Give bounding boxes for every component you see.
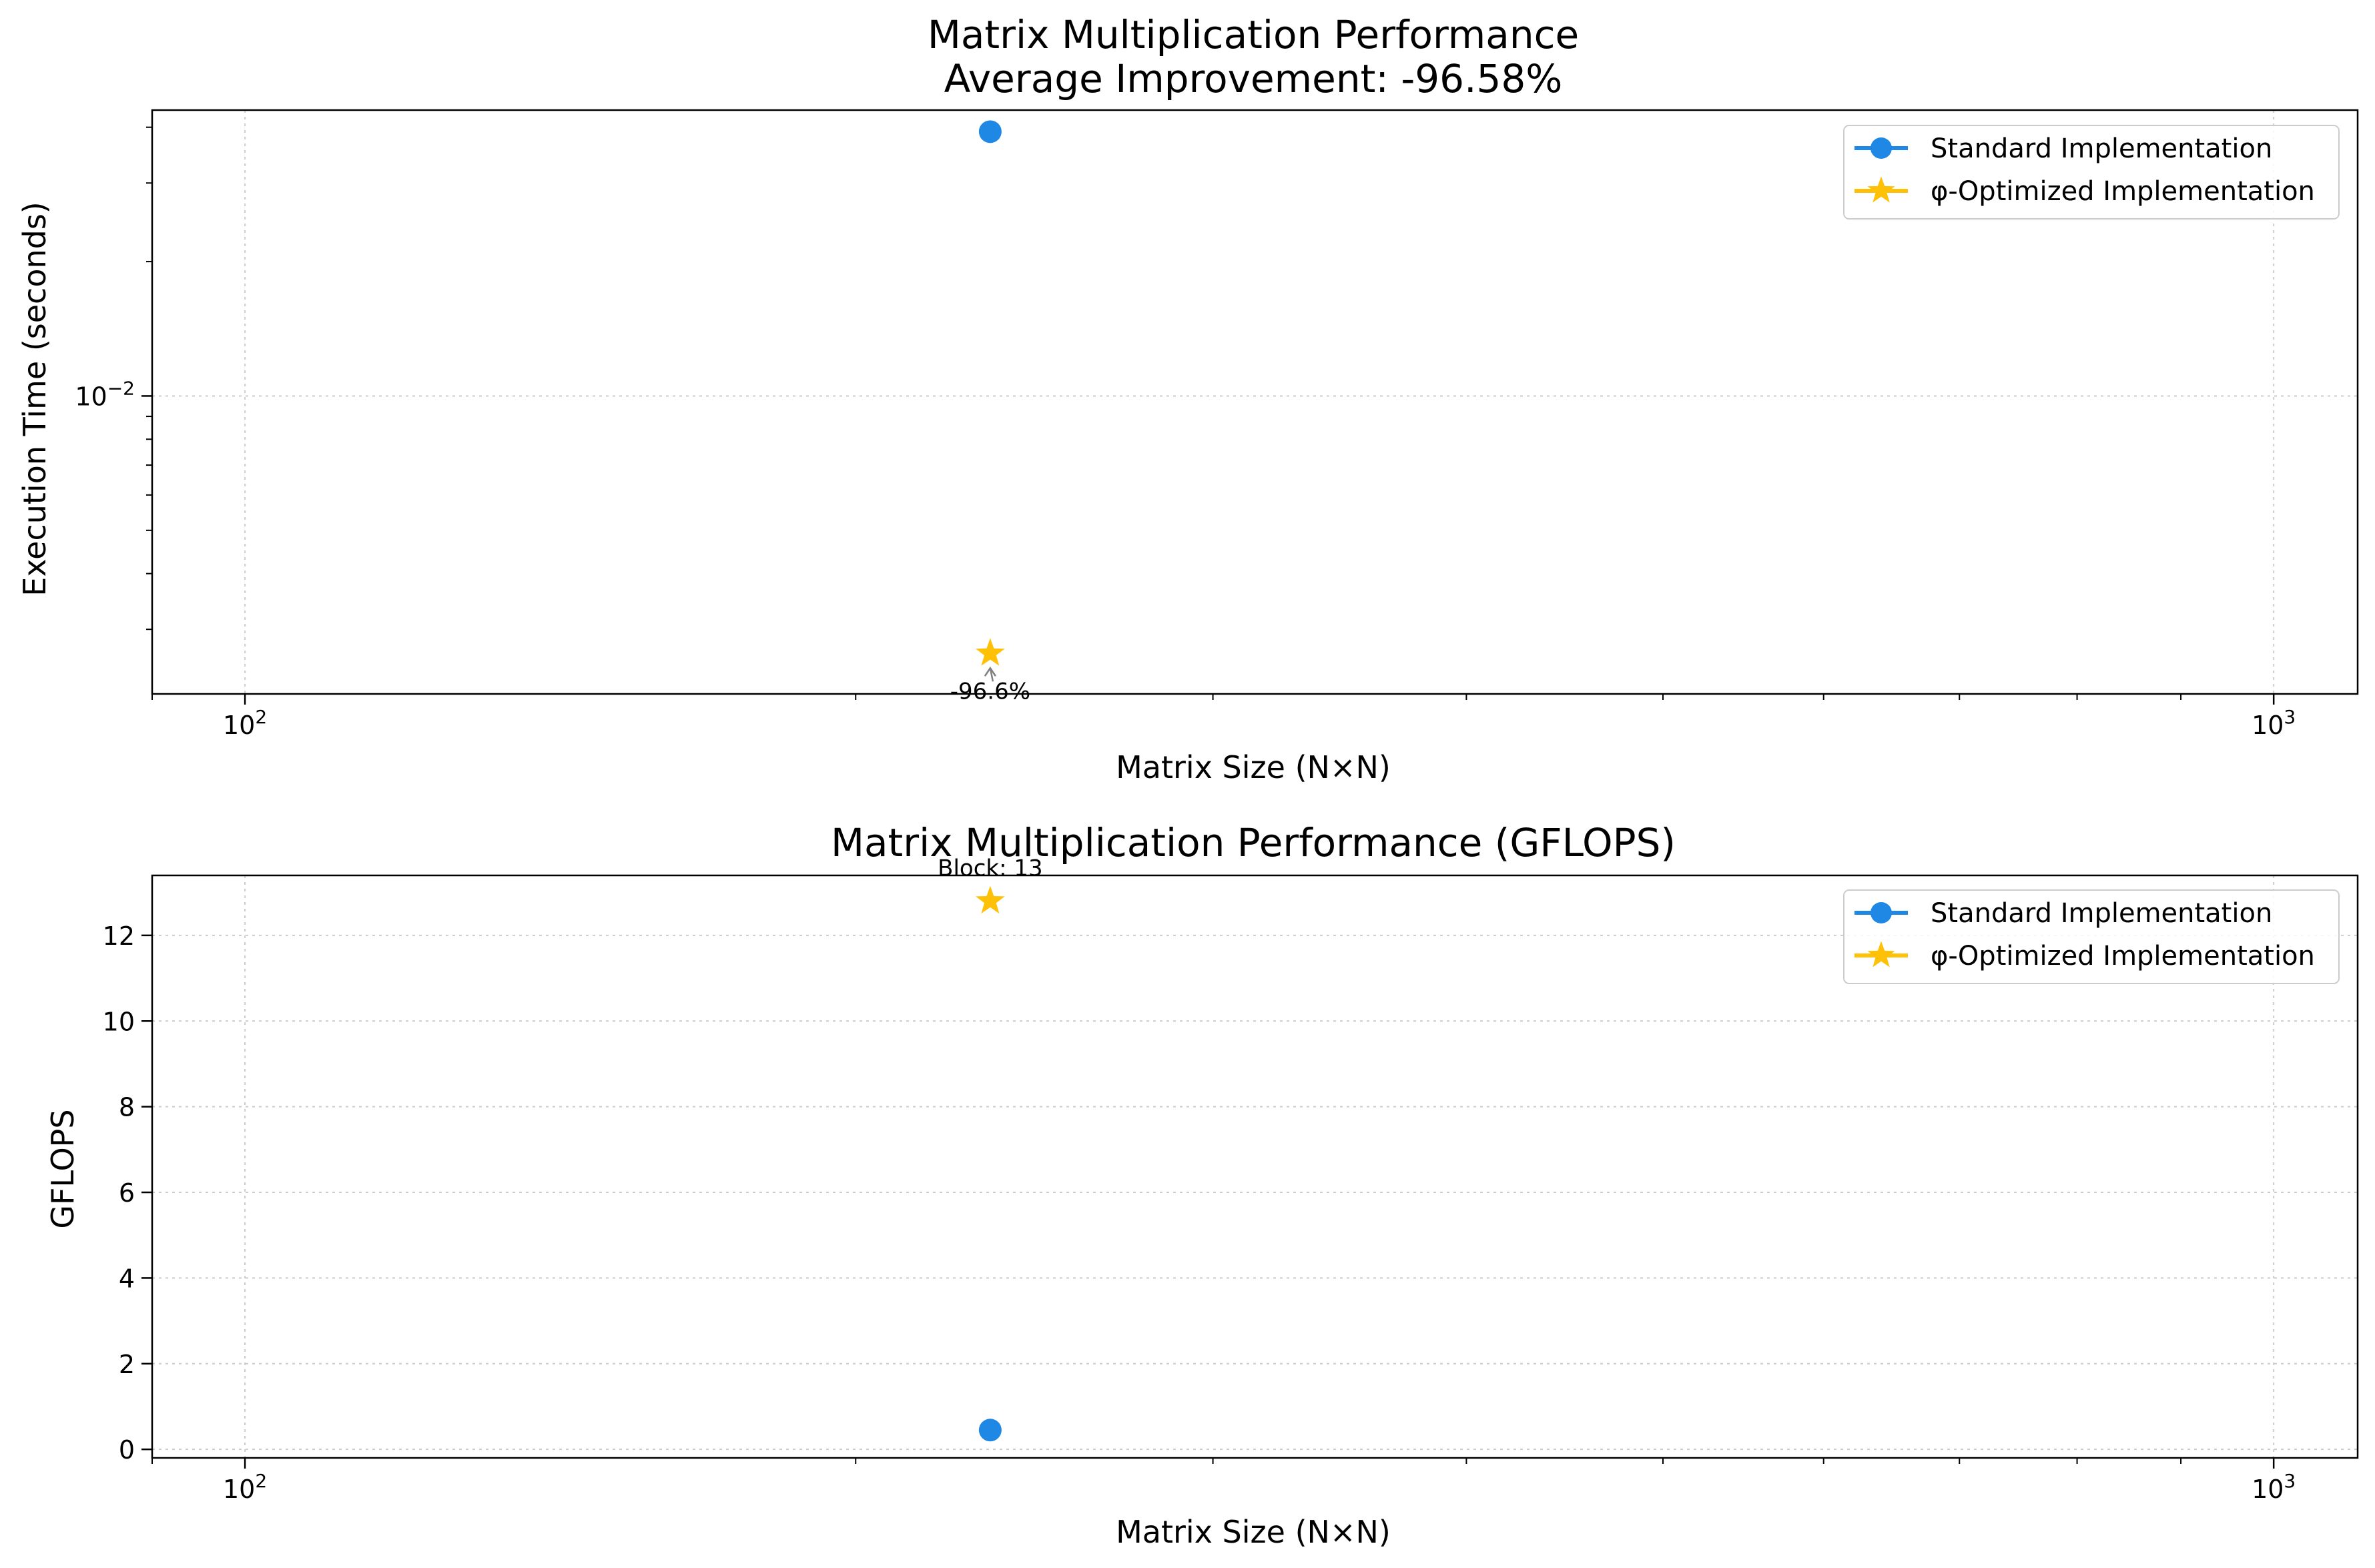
standard-data-point	[978, 1419, 1002, 1442]
chart-title-gflops: Matrix Multiplication Performance (GFLOP…	[831, 820, 1676, 865]
y-tick-label: 10	[103, 1007, 135, 1036]
y-axis-label: GFLOPS	[45, 1109, 81, 1228]
legend-label: φ-Optimized Implementation	[1931, 941, 2315, 971]
standard-data-point	[978, 120, 1002, 143]
legend: Standard Implementation φ-Optimized Imple…	[1843, 125, 2340, 220]
improvement-annotation: -96.6%	[950, 678, 1030, 705]
y-tick-label: 4	[119, 1264, 135, 1293]
chart-subtitle-average-improvement: Average Improvement: -96.58%	[944, 56, 1563, 101]
legend-star-marker	[1867, 176, 1895, 203]
plot-frame	[151, 874, 2359, 1459]
annotation-arrow	[989, 668, 994, 682]
legend-label: φ-Optimized Implementation	[1931, 176, 2315, 207]
y-tick-label: 8	[119, 1093, 135, 1122]
block-size-annotation: Block: 13	[938, 855, 1042, 882]
legend-circle-marker	[1871, 902, 1892, 923]
x-tick-label: 102	[223, 1470, 267, 1504]
y-tick-label: 6	[119, 1178, 135, 1208]
annotation-arrowhead	[984, 667, 996, 677]
x-tick-label: 103	[2252, 1470, 2296, 1504]
y-tick-label: 12	[103, 921, 135, 951]
legend-box	[1843, 125, 2340, 220]
x-tick-label: 103	[2252, 706, 2296, 740]
y-axis-label: Execution Time (seconds)	[17, 202, 53, 596]
legend: Standard Implementation φ-Optimized Imple…	[1843, 889, 2340, 984]
plot-frame	[151, 109, 2359, 695]
legend-label: Standard Implementation	[1931, 898, 2272, 929]
chart-title-execution-time: Matrix Multiplication Performance	[928, 12, 1579, 57]
legend-label: Standard Implementation	[1931, 133, 2272, 164]
x-axis-label: Matrix Size (N×N)	[1116, 749, 1391, 785]
y-tick-label: 2	[119, 1350, 135, 1379]
x-tick-label: 102	[223, 706, 267, 740]
x-axis-label: Matrix Size (N×N)	[1116, 1514, 1391, 1550]
optimized-data-point	[976, 885, 1005, 914]
legend-star-marker	[1867, 941, 1895, 967]
gflops-panel: Matrix Multiplication Performance (GFLOP…	[45, 820, 2359, 1550]
legend-circle-marker	[1871, 137, 1892, 159]
optimized-data-point	[976, 638, 1005, 666]
legend-box	[1843, 889, 2340, 984]
y-tick-label: 0	[119, 1435, 135, 1465]
execution-time-panel: Matrix Multiplication Performance Averag…	[17, 12, 2359, 785]
y-tick-label: 10−2	[75, 377, 135, 411]
